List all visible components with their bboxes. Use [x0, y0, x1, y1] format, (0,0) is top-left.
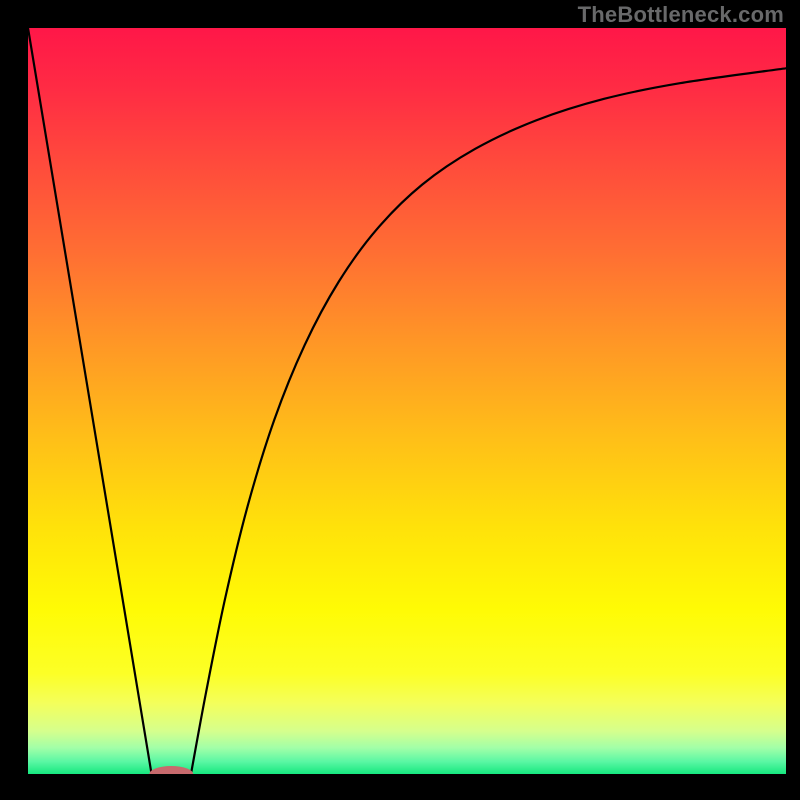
- watermark-text: TheBottleneck.com: [578, 2, 784, 28]
- plot-area: [28, 28, 786, 774]
- chart-container: TheBottleneck.com: [0, 0, 800, 800]
- gradient-background: [28, 28, 786, 774]
